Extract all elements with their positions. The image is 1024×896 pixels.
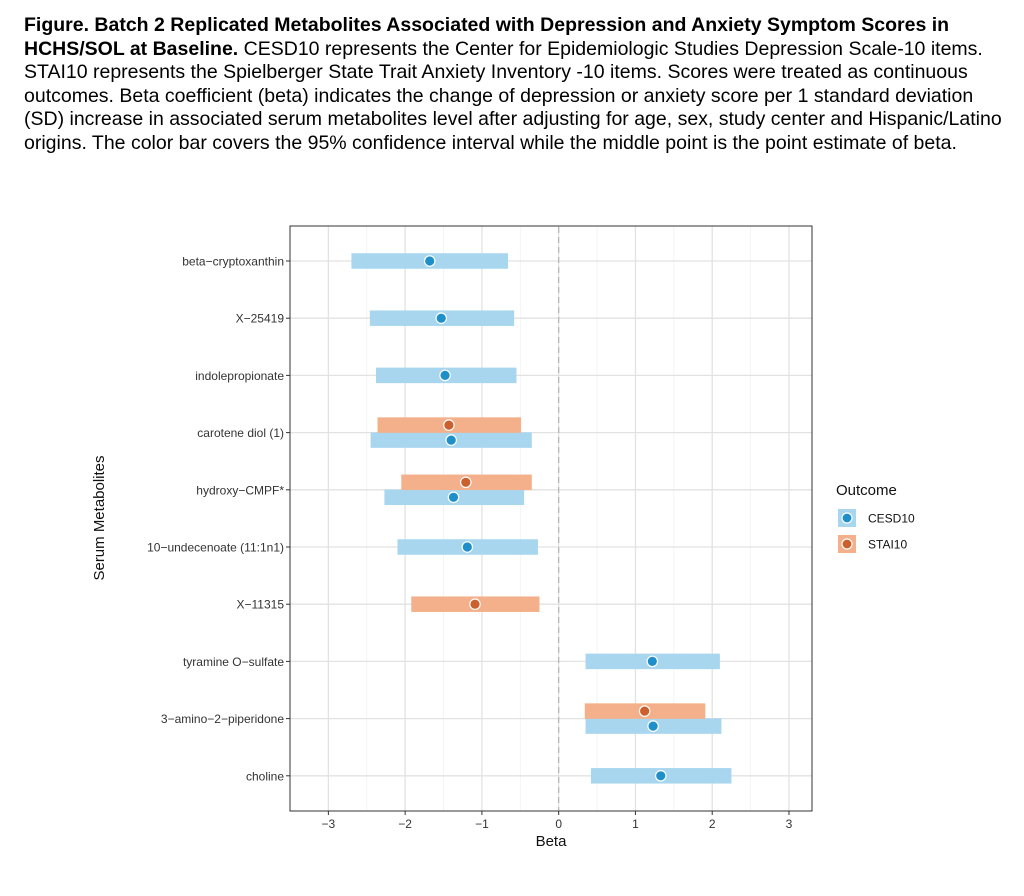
x-tick-label: 3 xyxy=(786,817,793,831)
x-axis: −3 −2 −1 0 1 2 3 xyxy=(322,811,793,831)
x-tick-label: −1 xyxy=(475,817,489,831)
legend: Outcome CESD10 STAI10 xyxy=(836,482,915,553)
point-estimate-cesd10 xyxy=(461,541,474,553)
point-estimate-cesd10 xyxy=(445,434,458,446)
y-tick-label: 10−undecenoate (11:1n1) xyxy=(147,541,284,555)
point-estimate-cesd10 xyxy=(646,655,659,668)
plot-panel xyxy=(289,225,813,812)
legend-point-cesd10 xyxy=(841,512,853,524)
caption-title: Figure. Batch 2 Replicated Metabolites A… xyxy=(24,14,950,60)
point-estimate-cesd10 xyxy=(654,769,667,782)
x-tick-label: 1 xyxy=(632,817,639,831)
point-estimate-stai10 xyxy=(638,705,651,717)
y-tick-label: beta−cryptoxanthin xyxy=(182,255,284,269)
point-estimate-cesd10 xyxy=(439,369,451,382)
x-tick-label: 0 xyxy=(555,817,562,831)
point-estimate-stai10 xyxy=(459,476,472,489)
legend-label-cesd10: CESD10 xyxy=(868,512,915,526)
point-estimate-cesd10 xyxy=(435,312,448,324)
marks-layer xyxy=(351,253,732,784)
legend-label-stai10: STAI10 xyxy=(868,538,907,552)
x-tick-label: 2 xyxy=(709,817,716,831)
y-tick-label: hydroxy−CMPF* xyxy=(196,483,284,497)
point-estimate-cesd10 xyxy=(647,720,659,732)
y-tick-label: 3−amino−2−piperidone xyxy=(161,712,284,726)
point-estimate-stai10 xyxy=(469,598,481,610)
y-tick-label: X−11315 xyxy=(237,598,285,612)
y-tick-label: X−25419 xyxy=(236,312,285,326)
x-tick-label: −2 xyxy=(398,817,412,831)
caption-body: CESD10 represents the Center for Epidemi… xyxy=(24,37,1002,154)
y-axis-title: Serum Metabolites xyxy=(91,455,108,580)
y-tick-label: choline xyxy=(246,769,284,783)
y-axis: beta−cryptoxanthin X−25419 indolepropionat… xyxy=(147,255,290,783)
y-tick-label: indolepropionate xyxy=(195,369,284,383)
x-axis-title: Beta xyxy=(536,833,568,850)
point-estimate-stai10 xyxy=(443,419,455,431)
x-tick-label: −3 xyxy=(322,817,336,831)
point-estimate-cesd10 xyxy=(447,491,460,504)
point-estimate-cesd10 xyxy=(423,255,436,267)
forest-plot-svg: beta−cryptoxanthin X−25419 indolepropionat… xyxy=(91,225,915,850)
legend-point-stai10 xyxy=(841,538,853,550)
legend-title: Outcome xyxy=(836,482,897,499)
y-tick-label: tyramine O−sulfate xyxy=(183,655,284,669)
y-tick-label: carotene diol (1) xyxy=(197,426,284,440)
figure-caption: Figure. Batch 2 Replicated Metabolites A… xyxy=(24,14,1004,156)
forest-plot: beta−cryptoxanthin X−25419 indolepropionat… xyxy=(64,212,1005,860)
